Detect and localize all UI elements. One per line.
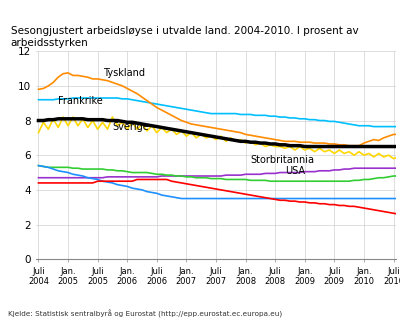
Text: Sesongjustert arbeidsløyse i utvalde land. 2004-2010. I prosent av
arbeidsstyrke: Sesongjustert arbeidsløyse i utvalde lan… [11, 26, 358, 48]
Text: Sverige: Sverige [112, 122, 149, 132]
Text: Tyskland: Tyskland [102, 68, 144, 78]
Text: Noreg: Noreg [0, 319, 1, 320]
Text: Danmark: Danmark [0, 319, 1, 320]
Text: Frankrike: Frankrike [58, 96, 103, 107]
Text: USA: USA [285, 166, 305, 176]
Text: Kjelde: Statistisk sentralbyrå og Eurostat (http://epp.eurostat.ec.europa.eu): Kjelde: Statistisk sentralbyrå og Eurost… [8, 310, 282, 318]
Text: EU15: EU15 [0, 319, 1, 320]
Text: Storbritannia: Storbritannia [250, 156, 314, 165]
